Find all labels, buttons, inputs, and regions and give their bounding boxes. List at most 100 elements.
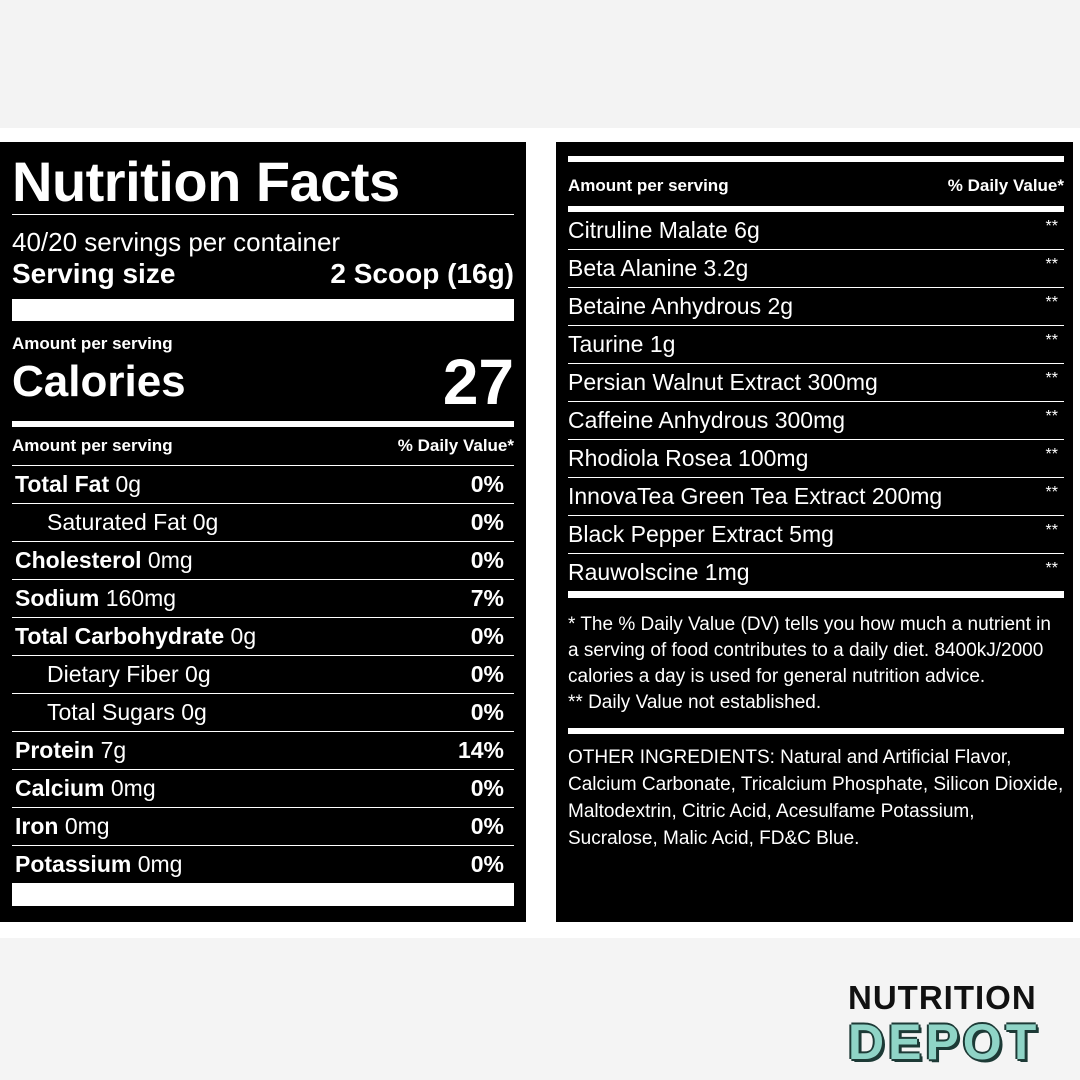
footnote-not-established: ** Daily Value not established. [568,692,822,713]
nutrient-row: Saturated Fat 0g 0% [12,503,514,541]
nutrient-amount: 0g [115,471,142,497]
table-header-left: Amount per serving [12,436,173,455]
nutrient-label: Sodium 160mg [15,585,176,612]
nutrient-name: Protein [15,737,95,763]
ingredient-daily-value: ** [1045,218,1058,235]
nutrient-name: Total Sugars [47,699,175,725]
daily-value-footnote: * The % Daily Value (DV) tells you how m… [568,612,1064,716]
ingredient-row: Rauwolscine 1mg ** [568,553,1064,591]
ingredient-daily-value: ** [1045,294,1058,311]
ingredient-row: Rhodiola Rosea 100mg ** [568,439,1064,477]
nutrient-label: Dietary Fiber 0g [15,661,211,688]
nutrient-daily-value: 0% [470,851,504,877]
ingredients-panel: Amount per serving % Daily Value* Citrul… [556,142,1073,922]
top-divider [568,156,1064,162]
nutrient-label: Iron 0mg [15,813,110,840]
logo-line-1: NUTRITION [848,979,1037,1016]
ingredients-bottom-divider [568,591,1064,598]
nutrient-amount: 0mg [147,547,193,573]
ingredient-name: Beta Alanine 3.2g [568,255,749,281]
ingredient-name: InnovaTea Green Tea Extract 200mg [568,483,943,509]
nutrient-name: Total Fat [15,471,110,497]
other-ingredients: OTHER INGREDIENTS: Natural and Artificia… [568,747,1064,849]
serving-size-row: Serving size 2 Scoop (16g) [12,257,514,291]
nutrition-facts-panel: Nutrition Facts 40/20 servings per conta… [0,142,526,922]
nutrient-daily-value: 0% [470,775,504,801]
nutrient-daily-value: 0% [470,547,504,573]
nutrient-name: Total Carbohydrate [15,623,225,649]
table-header-right: % Daily Value* [397,436,514,455]
nutrient-label: Potassium 0mg [15,851,182,878]
nutrient-row: Cholesterol 0mg 0% [12,541,514,579]
ingredient-name: Rhodiola Rosea 100mg [568,445,809,471]
ingredient-name: Taurine 1g [568,331,676,357]
thick-divider [12,299,514,321]
ingredients-header-right: % Daily Value* [947,176,1064,195]
nutrient-daily-value: 0% [470,509,504,535]
nutrition-facts-title: Nutrition Facts [12,150,400,213]
nutrition-depot-logo: NUTRITION DEPOT [848,979,1058,1070]
nutrient-label: Total Carbohydrate 0g [15,623,256,650]
nutrient-daily-value: 0% [470,699,504,725]
amount-per-serving-label: Amount per serving [12,334,173,353]
nutrient-amount: 0g [230,623,257,649]
ingredient-name: Persian Walnut Extract 300mg [568,369,878,395]
nutrient-label: Total Fat 0g [15,471,141,498]
calories-row: Calories 27 [12,346,514,418]
nutrient-name: Dietary Fiber [47,661,179,687]
nutrient-row: Potassium 0mg 0% [12,845,514,883]
nutrient-daily-value: 0% [470,471,504,497]
nutrient-row: Sodium 160mg 7% [12,579,514,617]
ingredient-row: Beta Alanine 3.2g ** [568,249,1064,287]
nutrient-row: Iron 0mg 0% [12,807,514,845]
calories-value: 27 [442,346,514,418]
daily-value-header: Amount per serving % Daily Value* [12,427,514,465]
nutrient-label: Protein 7g [15,737,126,764]
ingredient-row: Citruline Malate 6g ** [568,212,1064,249]
nutrient-label: Calcium 0mg [15,775,156,802]
nutrient-amount: 0g [185,661,211,687]
ingredient-row: Taurine 1g ** [568,325,1064,363]
serving-size-label: Serving size [12,258,176,289]
ingredient-row: Betaine Anhydrous 2g ** [568,287,1064,325]
footnote-dv-explanation: * The % Daily Value (DV) tells you how m… [568,614,1051,687]
top-background [0,0,1080,128]
nutrient-amount: 0mg [64,813,110,839]
ingredient-row: InnovaTea Green Tea Extract 200mg ** [568,477,1064,515]
nutrient-row: Total Carbohydrate 0g 0% [12,617,514,655]
divider [12,214,514,215]
ingredient-name: Citruline Malate 6g [568,217,760,243]
nutrient-daily-value: 0% [470,661,504,687]
ingredient-row: Black Pepper Extract 5mg ** [568,515,1064,553]
nutrient-amount: 0mg [110,775,156,801]
ingredient-list: Citruline Malate 6g ** Beta Alanine 3.2g **… [568,212,1064,591]
ingredient-daily-value: ** [1045,446,1058,463]
ingredient-daily-value: ** [1045,332,1058,349]
bottom-thick-divider [12,883,514,906]
nutrient-row: Total Fat 0g 0% [12,465,514,503]
nutrient-amount: 0g [181,699,207,725]
nutrient-daily-value: 0% [470,813,504,839]
nutrient-row: Total Sugars 0g 0% [12,693,514,731]
servings-per-container: 40/20 servings per container [12,227,341,257]
ingredient-name: Black Pepper Extract 5mg [568,521,834,547]
ingredient-daily-value: ** [1045,560,1058,577]
ingredients-header: Amount per serving % Daily Value* [568,166,1064,206]
ingredient-name: Caffeine Anhydrous 300mg [568,407,846,433]
nutrient-label: Total Sugars 0g [15,699,207,726]
nutrient-amount: 7g [100,737,127,763]
nutrient-name: Iron [15,813,59,839]
nutrient-daily-value: 7% [470,585,504,611]
nutrient-row: Dietary Fiber 0g 0% [12,655,514,693]
logo-line-2: DEPOT [848,1014,1041,1070]
nutrient-label: Cholesterol 0mg [15,547,193,574]
nutrient-name: Calcium [15,775,105,801]
ingredient-daily-value: ** [1045,256,1058,273]
ingredient-daily-value: ** [1045,484,1058,501]
ingredient-daily-value: ** [1045,408,1058,425]
nutrient-daily-value: 14% [457,737,504,763]
ingredient-daily-value: ** [1045,522,1058,539]
nutrient-row: Calcium 0mg 0% [12,769,514,807]
nutrient-label: Saturated Fat 0g [15,509,218,536]
nutrient-list: Total Fat 0g 0% Saturated Fat 0g 0% Choleste… [12,465,514,883]
